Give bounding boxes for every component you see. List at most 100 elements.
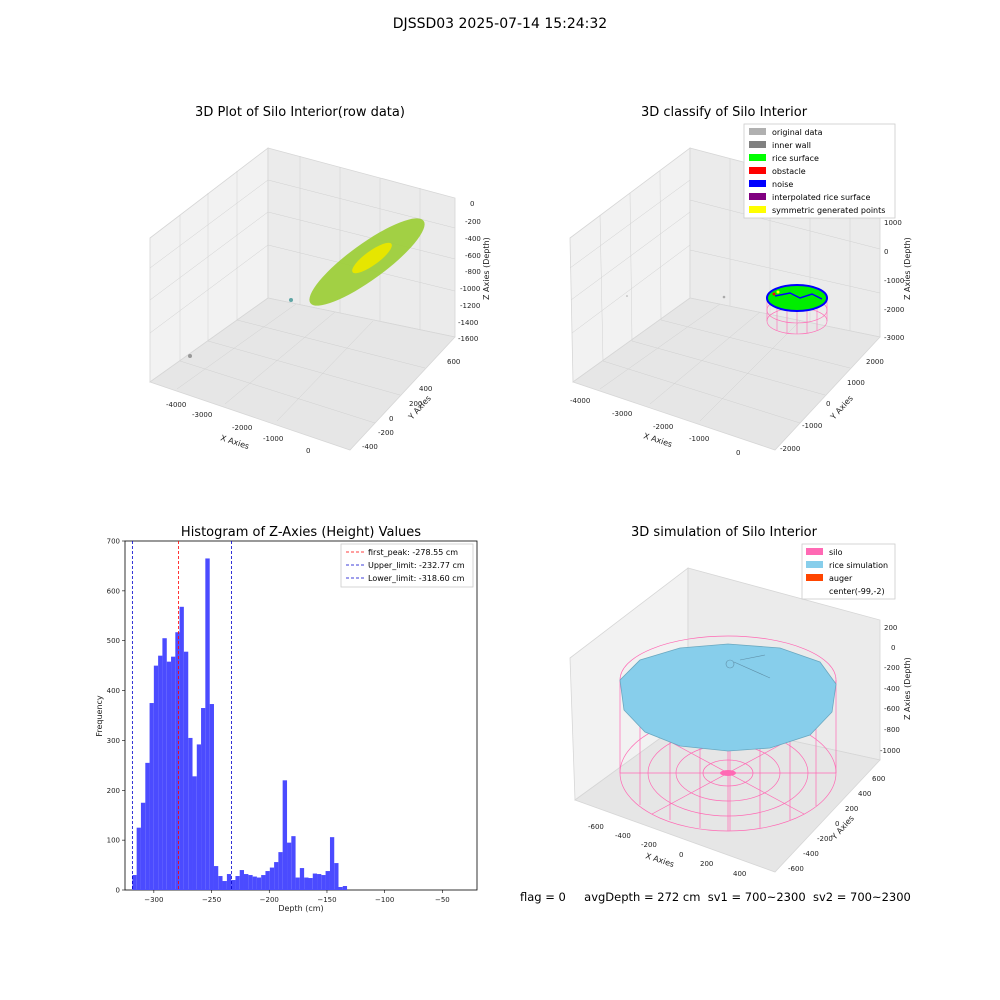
z-tick: 0 <box>884 248 888 256</box>
legend-swatch <box>749 167 766 174</box>
z-tick: 1000 <box>884 219 902 227</box>
figure-title: DJSSD03 2025-07-14 15:24:32 <box>392 16 608 32</box>
y-tick: -600 <box>788 865 804 873</box>
histogram-bar <box>295 877 300 890</box>
sim-y-label: Y Axies <box>829 814 856 842</box>
sim-center-marker <box>720 770 736 776</box>
histogram-bar <box>218 876 223 890</box>
panel-histogram: Histogram of Z-Axies (Height) Values −30… <box>95 525 478 913</box>
histogram-bar <box>265 871 270 890</box>
x-tick: 0 <box>679 851 683 859</box>
histogram-bar <box>153 665 159 890</box>
legend-box <box>743 123 896 219</box>
classify-original-points <box>722 295 726 299</box>
legend-label: center(-99,-2) <box>829 587 885 596</box>
histogram-bar <box>213 866 219 890</box>
classify-noise-points <box>774 292 823 300</box>
y-tick: 400 <box>858 790 871 798</box>
histogram-bar <box>321 875 326 890</box>
sim-z-ticks: 200 0 -200 -400 -600 -800 -1000 <box>880 624 900 755</box>
histogram-bar <box>226 874 232 890</box>
z-tick: 0 <box>891 644 895 652</box>
legend-swatch <box>749 128 766 135</box>
histogram-bar <box>304 877 309 890</box>
classify-x-ticks: -4000 -3000 -2000 -1000 0 <box>570 397 740 457</box>
classify-x-label: X Axies <box>642 431 673 449</box>
legend-swatch <box>749 154 766 161</box>
z-tick: 200 <box>884 624 897 632</box>
flag-value: flag = 0 <box>520 890 566 904</box>
y-tick-label: 300 <box>107 737 120 745</box>
histogram-bar <box>149 703 154 890</box>
panel-classify-title: 3D classify of Silo Interior <box>641 105 808 120</box>
y-tick: 1000 <box>847 379 865 387</box>
legend-swatch <box>806 574 823 581</box>
y-tick: -200 <box>817 835 833 843</box>
histogram-bar <box>140 802 146 890</box>
x-tick: -200 <box>641 841 657 849</box>
y-tick: 0 <box>826 400 830 408</box>
z-tick: -1400 <box>458 319 478 327</box>
histogram-bar <box>261 875 266 890</box>
legend-box <box>340 543 474 588</box>
histogram-y-ticks: 0 100 200 300 400 500 600 700 <box>107 538 125 895</box>
legend-label: rice surface <box>772 154 819 163</box>
x-tick: -4000 <box>570 397 590 405</box>
status-line: flag = 0 avgDepth = 272 cm sv1 = 700~230… <box>520 890 911 904</box>
histogram-bar <box>269 867 275 890</box>
histogram-y-label: Frequency <box>95 695 104 737</box>
histogram-bar <box>205 558 210 890</box>
y-tick: 0 <box>835 820 839 828</box>
y-tick-label: 100 <box>107 837 120 845</box>
histogram-bar <box>308 878 313 890</box>
x-tick: -600 <box>588 823 604 831</box>
panel-raw-title: 3D Plot of Silo Interior(row data) <box>195 105 405 120</box>
histogram-bar <box>278 852 283 890</box>
histogram-title: Histogram of Z-Axies (Height) Values <box>181 525 421 540</box>
sim-auger <box>725 654 771 679</box>
classify-legend: original data inner wall rice surface obsta… <box>743 123 896 219</box>
raw-outlier-point <box>188 354 192 358</box>
avg-depth-value: avgDepth = 272 cm <box>584 890 701 904</box>
histogram-bar <box>231 880 236 890</box>
y-tick: 600 <box>447 358 460 366</box>
histogram-bar <box>243 874 249 890</box>
legend-label: rice simulation <box>829 561 888 570</box>
pane-floor <box>149 297 456 451</box>
histogram-bar <box>291 836 296 890</box>
legend-label: interpolated rice surface <box>772 193 870 202</box>
histogram-bar <box>183 651 189 890</box>
x-tick: 0 <box>736 449 740 457</box>
histogram-bar <box>158 655 163 890</box>
legend-swatch <box>749 141 766 148</box>
legend-label: original data <box>772 128 823 137</box>
y-tick: -2000 <box>780 445 800 453</box>
legend-label: Upper_limit: -232.77 cm <box>368 561 465 570</box>
raw-z-ticks: 0 -200 -400 -600 -800 -1000 -1200 -1400 … <box>458 200 481 343</box>
histogram-bar <box>317 874 322 890</box>
histogram-bar <box>299 868 305 890</box>
y-tick-label: 400 <box>107 687 120 695</box>
y-tick: 2000 <box>866 358 884 366</box>
x-tick: -1000 <box>689 435 709 443</box>
panel-classify: 3D classify of Silo Interior or <box>569 105 912 457</box>
histogram-bar <box>342 886 348 890</box>
x-tick: -3000 <box>192 411 212 419</box>
legend-swatch <box>749 193 766 200</box>
histogram-bar <box>239 870 244 890</box>
histogram-x-ticks: −300 −250 −200 −150 −100 −50 <box>144 890 450 904</box>
histogram-bar <box>274 862 279 890</box>
x-tick-label: −250 <box>202 896 221 904</box>
legend-swatch <box>749 180 766 187</box>
x-tick-label: −200 <box>260 896 279 904</box>
legend-label: auger <box>829 574 853 583</box>
histogram-bar <box>132 875 137 890</box>
legend-label: inner wall <box>772 141 811 150</box>
x-tick-label: −100 <box>375 896 394 904</box>
classify-z-ticks: 1000 0 -1000 -2000 -3000 <box>884 219 904 342</box>
classify-y-label: Y Axies <box>828 394 855 422</box>
z-tick: -2000 <box>884 306 904 314</box>
y-tick: -200 <box>378 429 394 437</box>
legend-label: Lower_limit: -318.60 cm <box>368 574 465 583</box>
